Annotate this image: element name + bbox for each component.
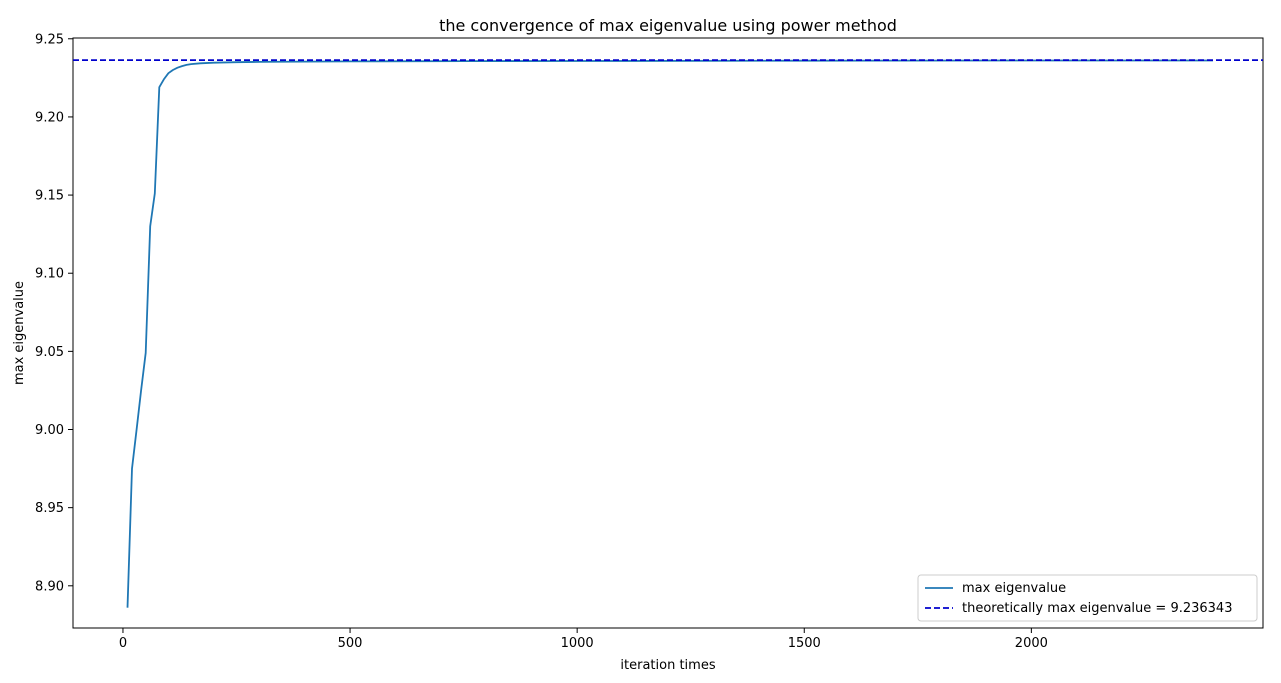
series-line-max-eigenvalue xyxy=(126,59,1213,608)
x-tick-label: 0 xyxy=(119,636,127,651)
x-axis-label: iteration times xyxy=(620,658,715,673)
legend-label-theoretical: theoretically max eigenvalue = 9.236343 xyxy=(962,601,1232,616)
y-tick-label: 9.25 xyxy=(35,32,64,47)
y-tick-label: 9.10 xyxy=(35,267,64,282)
y-tick-label: 8.90 xyxy=(35,579,64,594)
y-tick-label: 9.00 xyxy=(35,423,64,438)
series-layer xyxy=(73,59,1263,608)
y-axis-label: max eigenvalue xyxy=(12,281,27,385)
y-tick-label: 9.05 xyxy=(35,345,64,360)
legend: max eigenvalue theoretically max eigenva… xyxy=(917,574,1258,622)
x-axis-ticks: 0 500 1000 1500 2000 xyxy=(119,628,1048,651)
chart-title: the convergence of max eigenvalue using … xyxy=(439,16,897,35)
y-tick-label: 9.20 xyxy=(35,110,64,125)
y-tick-label: 8.95 xyxy=(35,501,64,516)
plot-area: 0 500 1000 1500 2000 8.90 8.95 9.00 9.05 9.10 9.1… xyxy=(35,32,1264,651)
legend-box xyxy=(917,574,1258,622)
y-tick-label: 9.15 xyxy=(35,189,64,204)
x-tick-label: 500 xyxy=(338,636,363,651)
x-tick-label: 2000 xyxy=(1015,636,1048,651)
legend-label-max-eigenvalue: max eigenvalue xyxy=(962,581,1066,596)
x-tick-label: 1000 xyxy=(561,636,594,651)
y-axis-ticks: 8.90 8.95 9.00 9.05 9.10 9.15 9.20 9.25 xyxy=(35,32,73,594)
x-tick-label: 1500 xyxy=(788,636,821,651)
axes-frame xyxy=(72,37,1264,629)
